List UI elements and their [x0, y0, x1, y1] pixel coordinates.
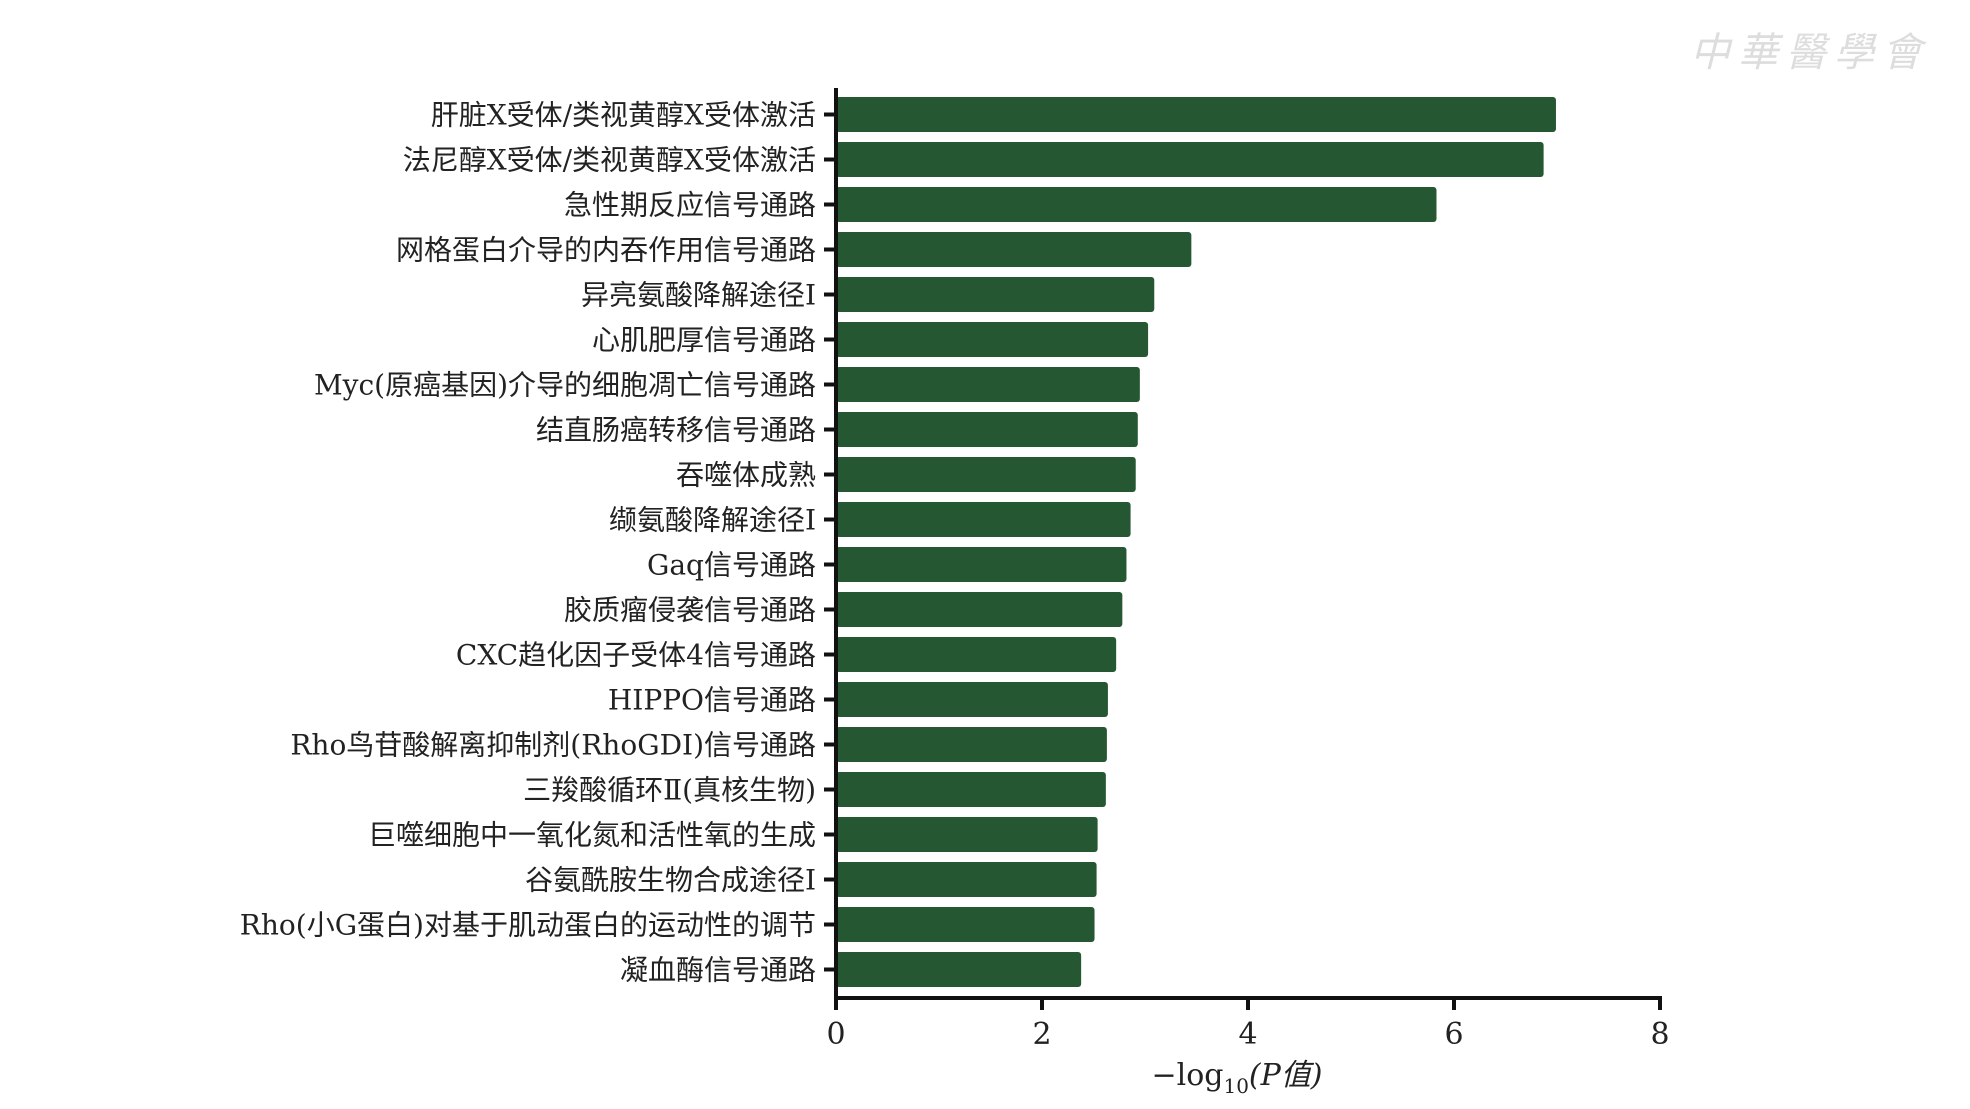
bar	[836, 861, 1097, 898]
y-tick-label: CXC趋化因子受体4信号通路	[456, 639, 816, 672]
bar	[836, 771, 1106, 808]
y-tick-label: 三羧酸循环Ⅱ(真核生物)	[523, 774, 816, 807]
y-tick-label: 网格蛋白介导的内吞作用信号通路	[396, 234, 816, 267]
bar	[836, 501, 1131, 538]
bar	[836, 411, 1138, 448]
y-tick-label: 凝血酶信号通路	[620, 954, 816, 987]
bar	[836, 726, 1107, 763]
y-tick-label: 心肌肥厚信号通路	[592, 324, 816, 357]
y-tick-label: Rho鸟苷酸解离抑制剂(RhoGDI)信号通路	[290, 729, 816, 762]
bar	[836, 321, 1149, 358]
x-tick-label: 0	[826, 1017, 845, 1052]
bar	[836, 366, 1140, 403]
bar	[836, 591, 1123, 628]
y-tick-label: HIPPO信号通路	[608, 684, 816, 717]
bar	[836, 951, 1082, 988]
bar	[836, 816, 1098, 853]
watermark-logo: 中華醫學會	[1690, 30, 1930, 76]
y-tick-label: 急性期反应信号通路	[564, 189, 816, 222]
bar	[836, 636, 1117, 673]
x-tick-label: 6	[1444, 1017, 1463, 1052]
y-tick-label: 胶质瘤侵袭信号通路	[564, 594, 816, 627]
y-tick-label: 法尼醇X受体/类视黄醇X受体激活	[403, 144, 816, 177]
y-tick-label: Gaq信号通路	[647, 549, 816, 582]
y-tick-label: 吞噬体成熟	[676, 459, 816, 492]
bar	[836, 906, 1095, 943]
y-tick-label: 巨噬细胞中一氧化氮和活性氧的生成	[368, 819, 816, 852]
x-tick-label: 2	[1032, 1017, 1051, 1052]
y-tick-label: 谷氨酰胺生物合成途径Ⅰ	[525, 864, 816, 897]
bar	[836, 546, 1127, 583]
y-tick-label: 异亮氨酸降解途径Ⅰ	[581, 279, 816, 312]
bar	[836, 276, 1155, 313]
bar	[836, 186, 1437, 223]
bar	[836, 231, 1192, 268]
bar	[836, 96, 1556, 133]
bar	[836, 456, 1136, 493]
y-tick-label: 肝脏X受体/类视黄醇X受体激活	[431, 99, 816, 132]
y-tick-label: Myc(原癌基因)介导的细胞凋亡信号通路	[314, 369, 816, 402]
y-tick-label: Rho(小G蛋白)对基于肌动蛋白的运动性的调节	[240, 909, 816, 942]
x-tick-label: 8	[1650, 1017, 1669, 1052]
y-tick-label: 缬氨酸降解途径Ⅰ	[609, 504, 816, 537]
bar	[836, 141, 1544, 178]
x-tick-label: 4	[1238, 1017, 1257, 1052]
y-tick-label: 结直肠癌转移信号通路	[536, 414, 816, 447]
x-axis-label: −log10(P值)	[1151, 1058, 1322, 1098]
bar	[836, 681, 1108, 718]
